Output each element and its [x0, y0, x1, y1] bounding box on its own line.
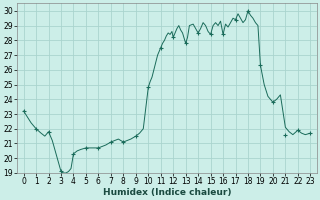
X-axis label: Humidex (Indice chaleur): Humidex (Indice chaleur) — [103, 188, 231, 197]
